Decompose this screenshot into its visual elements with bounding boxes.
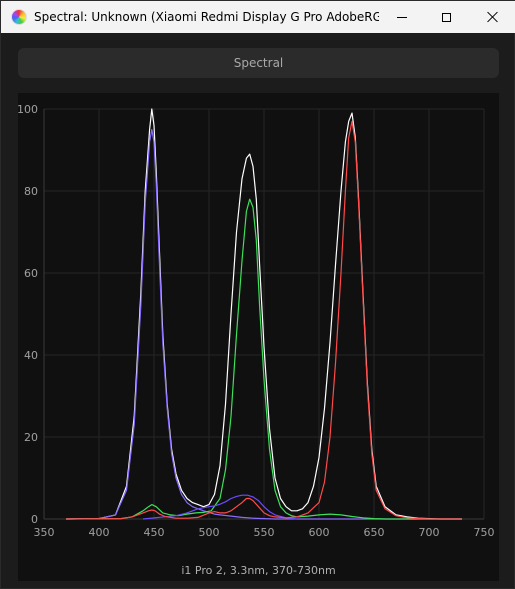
y-tick-label: 0	[31, 513, 38, 526]
title-bar[interactable]: Spectral: Unknown (Xiaomi Redmi Display …	[1, 1, 515, 33]
x-tick-label: 750	[474, 526, 495, 539]
x-tick-label: 400	[89, 526, 110, 539]
y-tick-label: 40	[24, 349, 38, 362]
spectral-chart[interactable]: 350 400 450 500 550 600 650 700 750 0 20 40 60 80 100	[18, 93, 499, 581]
close-button[interactable]	[470, 1, 515, 33]
x-tick-label: 550	[254, 526, 275, 539]
spectral-button[interactable]: Spectral	[18, 48, 499, 78]
y-tick-label: 80	[24, 185, 38, 198]
x-tick-label: 650	[364, 526, 385, 539]
x-tick-label: 500	[199, 526, 220, 539]
minimize-button[interactable]	[379, 1, 424, 33]
maximize-button[interactable]	[424, 1, 469, 33]
x-tick-label: 700	[419, 526, 440, 539]
minimize-icon	[396, 16, 407, 18]
x-tick-label: 450	[144, 526, 165, 539]
spectrum-series-line-3	[142, 494, 298, 520]
x-tick-label: 350	[34, 526, 55, 539]
y-tick-label: 20	[24, 431, 38, 444]
spectrum-series-line-2	[65, 198, 462, 520]
y-tick-label: 60	[24, 267, 38, 280]
instrument-caption: i1 Pro 2, 3.3nm, 370-730nm	[181, 564, 336, 577]
x-tick-label: 600	[309, 526, 330, 539]
plot-panel: 350 400 450 500 550 600 650 700 750 0 20 40 60 80 100	[18, 93, 499, 581]
y-tick-label: 100	[18, 103, 38, 116]
app-icon	[11, 9, 27, 25]
close-icon	[487, 11, 499, 23]
spectrum-series-line-4	[65, 120, 462, 520]
maximize-icon	[442, 12, 451, 22]
window-title: Spectral: Unknown (Xiaomi Redmi Display …	[34, 10, 379, 24]
spectrum-series-line-1	[65, 128, 462, 520]
